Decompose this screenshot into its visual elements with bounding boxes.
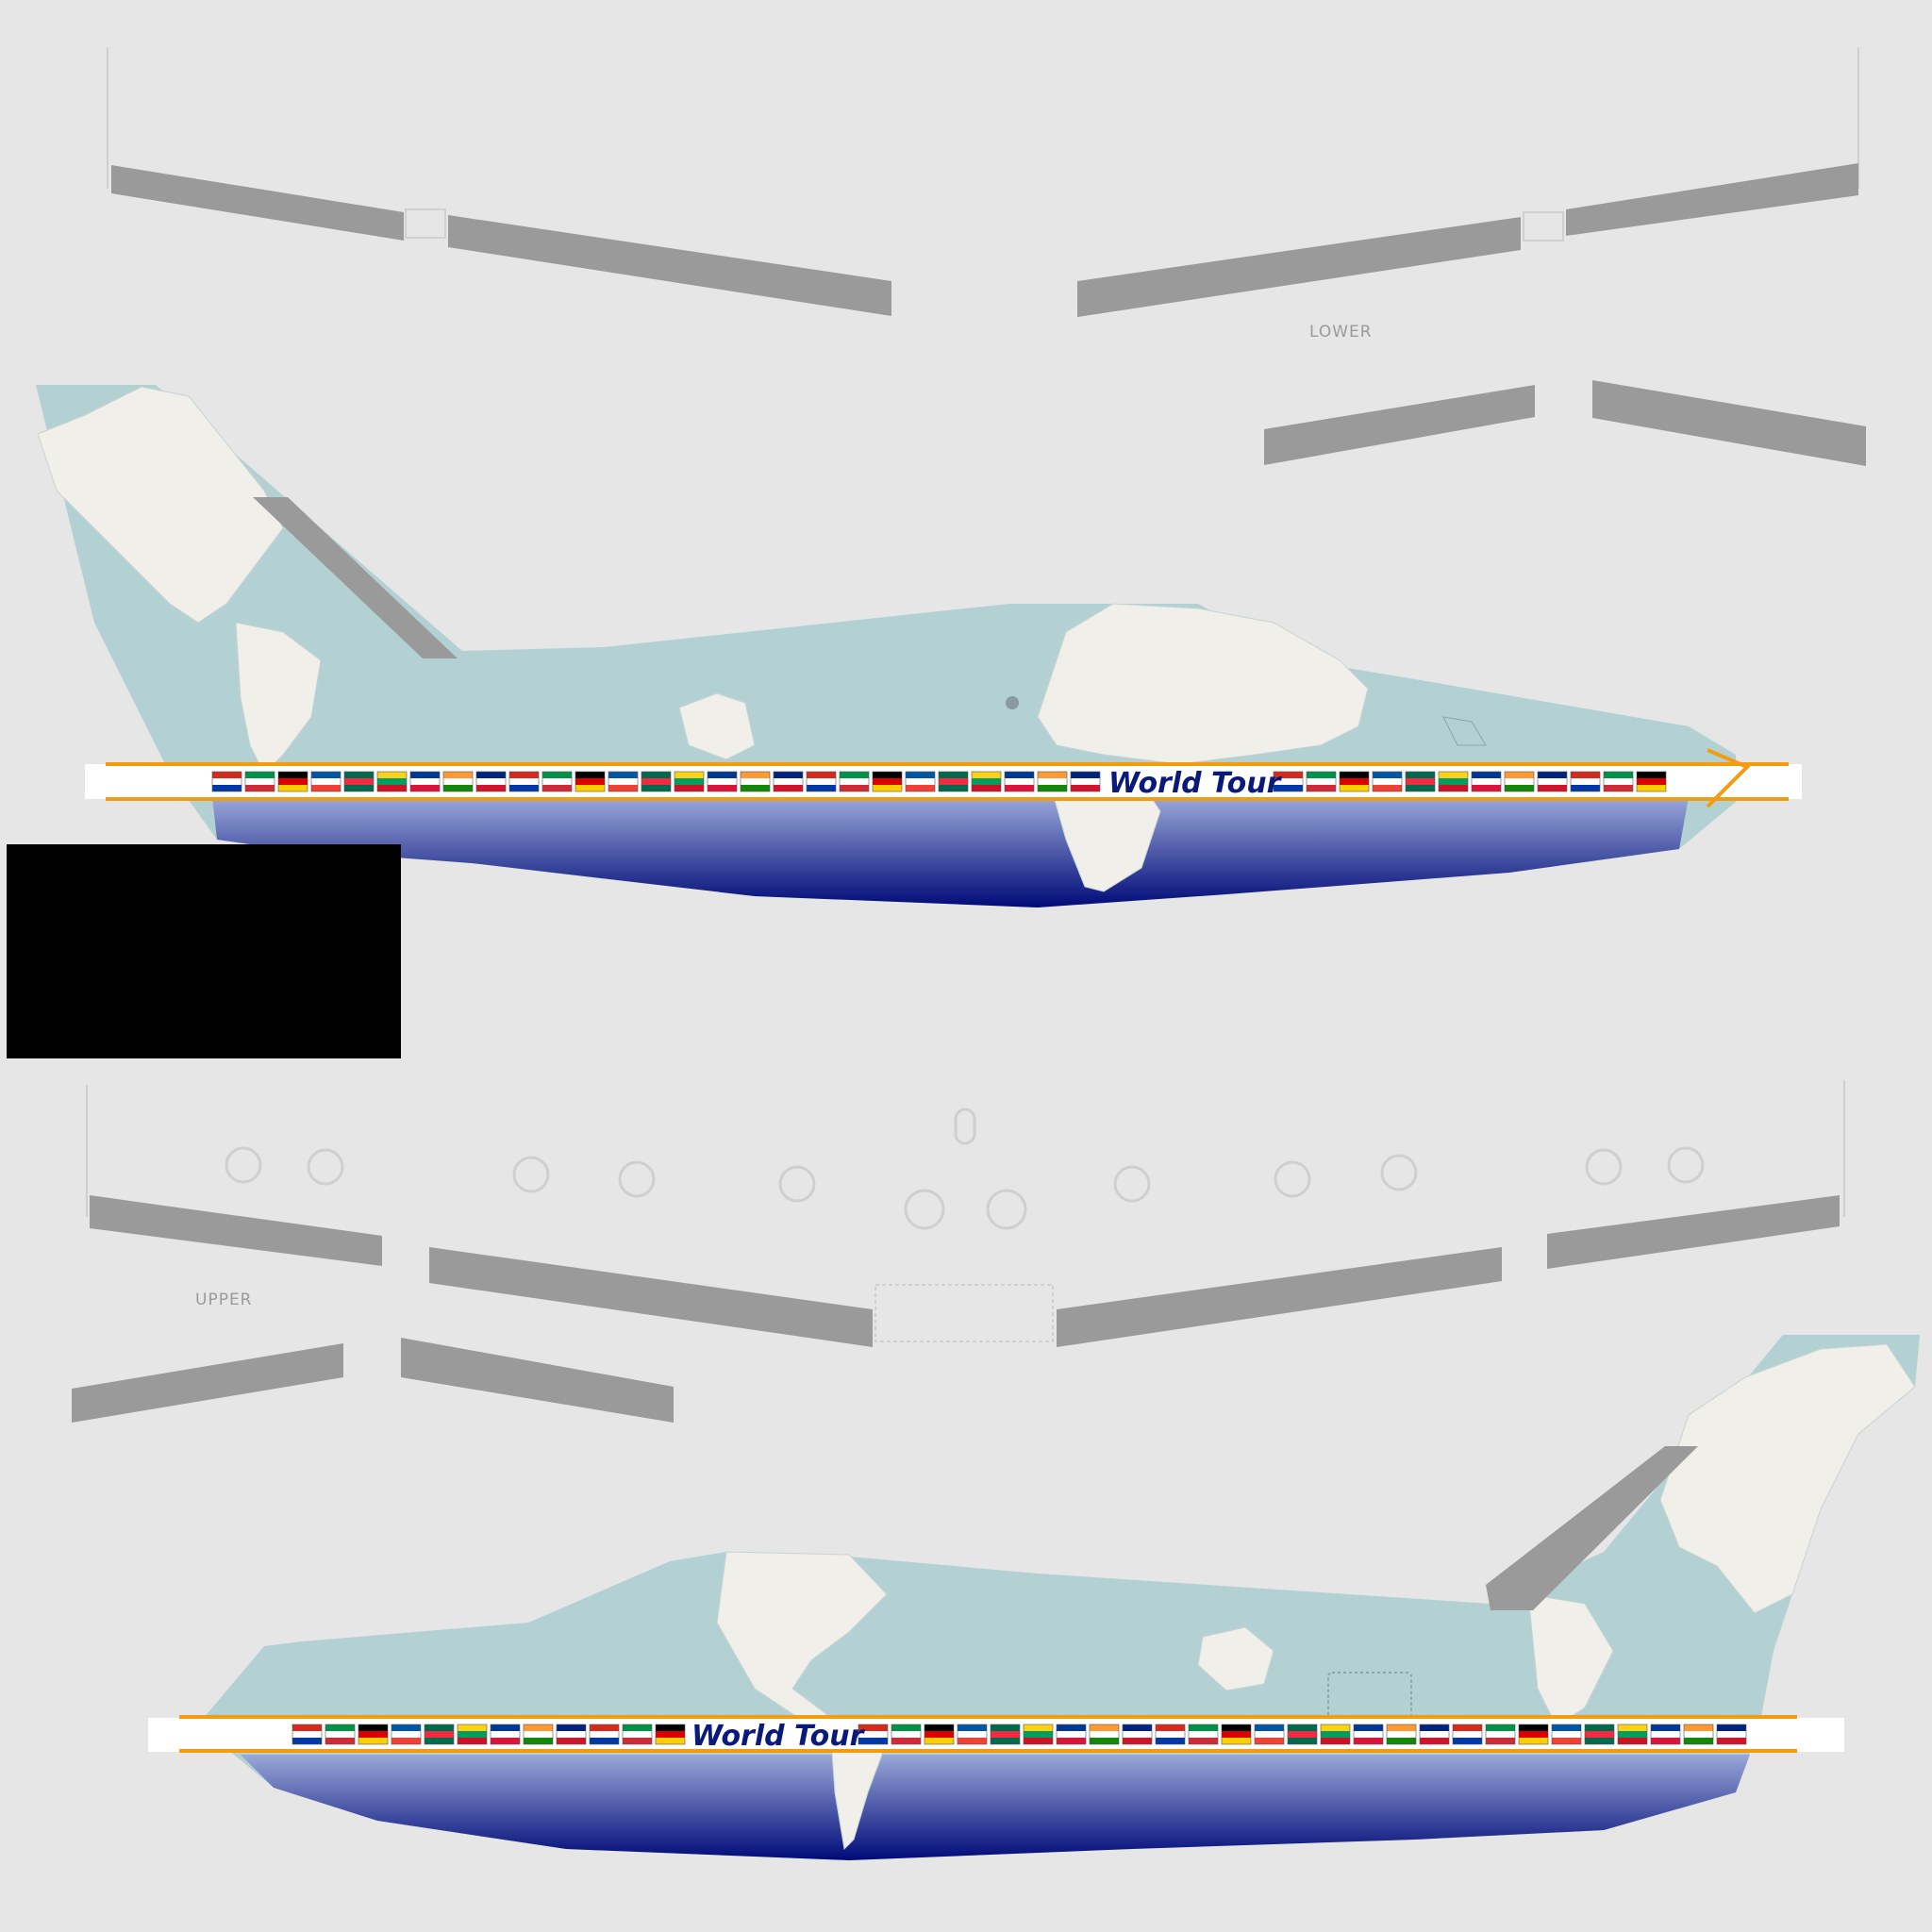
fuselage-side-left: [36, 385, 1736, 908]
upper-flap-right-outer: [1547, 1195, 1840, 1269]
flag-strip-bottom-left: [291, 1724, 686, 1745]
fuselage-side-right: [198, 1335, 1920, 1860]
lower-tailplane-left: [1264, 385, 1535, 465]
continent-australia-right: [1197, 1626, 1274, 1691]
lower-flap-left-inner: [448, 215, 891, 316]
lower-wing-surface: [107, 47, 1866, 466]
lower-flap-left-outer: [111, 165, 404, 241]
stabilizer-left: [253, 497, 458, 658]
upper-wing-surface: [72, 1080, 1845, 1423]
stabilizer-right: [1486, 1446, 1698, 1610]
continent-eurasia: [1037, 603, 1369, 765]
flag-strip-top-right: [1273, 771, 1667, 792]
continent-north-america: [37, 386, 284, 624]
upper-flap-left-outer: [90, 1195, 382, 1266]
continent-south-america: [235, 622, 322, 774]
belly-gradient-left: [212, 797, 1689, 908]
upper-tailplane-left: [72, 1343, 343, 1423]
lower-tailplane-right: [1592, 380, 1866, 466]
upper-flap-left-inner: [429, 1247, 873, 1347]
world-tour-text-top: World Tour: [1108, 767, 1283, 800]
cheatline-band-bottom: World Tour: [148, 1715, 1844, 1753]
belly-gradient-right: [241, 1755, 1750, 1860]
flag-strip-top-left: [211, 771, 1101, 792]
continent-australia: [678, 692, 756, 760]
lower-flap-right-outer: [1566, 163, 1858, 236]
continent-south-america-tail: [1527, 1593, 1614, 1727]
label-lower: LOWER: [1309, 323, 1373, 341]
world-tour-text-bottom: World Tour: [691, 1720, 866, 1753]
continent-eurasia-right: [1659, 1343, 1916, 1614]
upper-flap-right-inner: [1057, 1247, 1502, 1347]
label-upper: UPPER: [195, 1291, 253, 1309]
cheatline-band-top: World Tour: [85, 748, 1802, 808]
masked-area: [7, 844, 401, 1058]
upper-tailplane-right: [401, 1338, 674, 1423]
flag-strip-bottom-right: [858, 1724, 1747, 1745]
lower-flap-right-inner: [1077, 217, 1521, 317]
continent-north-america-right: [716, 1551, 888, 1727]
